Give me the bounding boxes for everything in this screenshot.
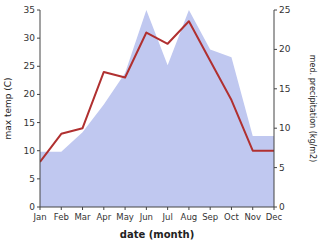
y-tick-label: 10	[24, 146, 36, 156]
y-tick-label: 15	[24, 118, 35, 128]
y2-tick	[274, 167, 277, 168]
y-tick	[37, 150, 40, 151]
chart-container: 0 5 10 15 20 25 30 35 0 5 10 15 20 25 Jan Feb Mar Apr May J…	[0, 0, 318, 247]
y-tick-label: 25	[24, 61, 35, 71]
x-tick-label: Apr	[96, 212, 111, 222]
y-axis-label: max temp (C)	[3, 77, 13, 139]
y-tick-label: 30	[24, 33, 36, 43]
x-tick	[103, 207, 104, 210]
y-tick-label: 5	[29, 174, 35, 184]
y2-tick-label: 25	[279, 5, 290, 15]
y2-tick	[274, 10, 277, 11]
x-tick	[146, 207, 147, 210]
y-tick	[37, 66, 40, 67]
x-tick	[82, 207, 83, 210]
y-tick	[37, 178, 40, 179]
y2-tick	[274, 49, 277, 50]
plot-area	[40, 10, 274, 207]
y-tick-label: 35	[24, 5, 35, 15]
y2-tick-label: 20	[279, 44, 291, 54]
y2-tick-label: 0	[279, 202, 285, 212]
x-axis-line	[40, 207, 274, 208]
y-tick	[37, 10, 40, 11]
x-tick	[252, 207, 253, 210]
y2-tick-label: 10	[279, 123, 291, 133]
x-tick	[40, 207, 41, 210]
y-tick-label: 20	[24, 89, 36, 99]
x-tick-label: Dec	[266, 212, 283, 222]
x-tick	[231, 207, 232, 210]
y2-tick-label: 15	[279, 84, 290, 94]
x-tick	[210, 207, 211, 210]
y-tick	[37, 38, 40, 39]
x-tick-label: Mar	[75, 212, 92, 222]
x-tick	[274, 207, 275, 210]
x-tick-label: Jul	[162, 212, 173, 222]
x-tick-label: Oct	[224, 212, 239, 222]
y-axis-line	[40, 10, 41, 207]
y-tick-label: 0	[29, 202, 35, 212]
x-tick-label: Jan	[32, 212, 46, 222]
x-tick-label: Aug	[181, 212, 198, 222]
precip-area	[40, 10, 274, 207]
y2-axis-label: med. precipitation (kg/m2)	[308, 55, 317, 162]
y2-axis-line	[274, 10, 275, 207]
x-tick-label: Nov	[244, 212, 261, 222]
temp-line	[40, 21, 274, 162]
x-tick-label: Sep	[202, 212, 218, 222]
y2-tick	[274, 128, 277, 129]
x-tick	[125, 207, 126, 210]
x-tick-label: Jun	[139, 212, 153, 222]
y-tick	[37, 94, 40, 95]
x-tick	[188, 207, 189, 210]
y2-tick-label: 5	[279, 163, 285, 173]
x-tick-label: Feb	[54, 212, 69, 222]
x-axis-label: date (month)	[120, 229, 194, 240]
y2-tick	[274, 88, 277, 89]
x-tick	[61, 207, 62, 210]
x-tick	[167, 207, 168, 210]
x-tick-label: May	[116, 212, 134, 222]
chart: 0 5 10 15 20 25 30 35 0 5 10 15 20 25 Jan Feb Mar Apr May J…	[0, 0, 318, 247]
y-tick	[37, 122, 40, 123]
